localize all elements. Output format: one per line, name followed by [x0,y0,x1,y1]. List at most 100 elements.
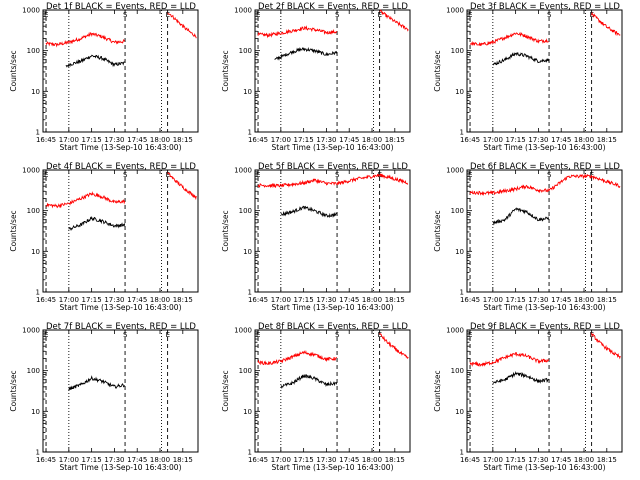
x-tick-label: 17:15 [506,456,526,464]
y-tick-label: 1000 [234,7,252,15]
x-tick-label: 16:45 [248,296,268,304]
x-tick-label: 18:15 [597,136,617,144]
time-marker-label: S [335,11,340,19]
x-tick-label: 18:00 [362,456,382,464]
y-tick-label: 10 [455,88,464,96]
x-tick-label: 18:00 [362,136,382,144]
y-tick-label: 10 [31,248,40,256]
x-axis-label: Start Time (13-Sep-10 16:43:00) [272,303,394,312]
chart-panel: Det 9f BLACK = Events, RED = LLD 1 10 100 10… [433,322,623,472]
y-tick-label: 1 [36,449,40,457]
chart-title: Det 2f BLACK = Events, RED = LLD [258,2,408,12]
lld-series-line [257,25,338,39]
x-tick-label: 17:00 [59,136,79,144]
x-tick-label: 18:00 [574,456,594,464]
events-series-line [492,371,549,384]
time-marker-label: S [123,171,128,179]
y-tick-label: 100 [451,47,464,55]
x-tick-label: 17:00 [483,296,503,304]
x-tick-label: 17:30 [316,296,336,304]
x-tick-label: 18:15 [173,136,193,144]
y-tick-label: 100 [27,47,40,55]
plot-frame [42,329,199,453]
events-series-line [492,207,550,226]
x-tick-label: 17:45 [551,136,571,144]
x-tick-label: 18:15 [385,456,405,464]
y-tick-label: 1 [248,449,252,457]
x-tick-label: 16:45 [36,296,56,304]
x-tick-label: 18:15 [173,456,193,464]
plot-frame [42,169,199,293]
events-series-line [65,54,125,68]
y-axis-label: Counts/sec [9,50,18,91]
chart-panel: Det 3f BLACK = Events, RED = LLD 1 10 100 10… [433,2,623,152]
x-tick-label: 17:15 [294,456,314,464]
lld-series-line [379,333,409,359]
x-tick-label: 16:45 [460,136,480,144]
chart-panel: Det 1f BLACK = Events, RED = LLD 1 10 100 10… [9,2,199,152]
x-tick-label: 17:30 [104,296,124,304]
time-marker-label: E [468,171,472,179]
x-tick-label: 17:30 [316,456,336,464]
time-marker-label: E [256,331,260,339]
x-tick-label: 18:00 [150,136,170,144]
x-tick-label: 17:00 [483,136,503,144]
chart-panel: Det 4f BLACK = Events, RED = LLD 1 10 100 10… [9,162,199,312]
y-tick-label: 1 [460,449,464,457]
time-marker-label: E [44,171,48,179]
chart-title: Det 9f BLACK = Events, RED = LLD [470,322,620,332]
y-tick-label: 100 [451,207,464,215]
y-tick-label: 1 [248,129,252,137]
chart-title: Det 3f BLACK = Events, RED = LLD [470,2,620,12]
time-marker-label: E [166,331,170,339]
y-axis-label: Counts/sec [221,370,230,411]
y-axis-label: Counts/sec [9,210,18,251]
lld-series-line [257,173,409,189]
chart-title: Det 1f BLACK = Events, RED = LLD [46,2,196,12]
lld-series-line [469,173,621,197]
time-marker-label: S [123,331,128,339]
x-tick-label: 17:45 [127,456,147,464]
time-marker-label: E [378,331,382,339]
chart-title: Det 5f BLACK = Events, RED = LLD [258,162,408,172]
time-marker-label: S [547,331,552,339]
x-tick-label: 17:15 [294,296,314,304]
x-tick-label: 17:30 [316,136,336,144]
y-axis-label: Counts/sec [9,370,18,411]
x-tick-label: 16:45 [248,136,268,144]
x-tick-label: 17:00 [483,456,503,464]
x-tick-label: 16:45 [36,136,56,144]
chart-panel: Det 8f BLACK = Events, RED = LLD 1 10 100 10… [221,322,411,472]
time-marker-label: E [256,171,260,179]
events-series-line [274,46,338,61]
x-tick-label: 17:00 [59,456,79,464]
x-tick-label: 17:15 [506,136,526,144]
lld-series-line [167,12,197,39]
x-tick-label: 18:15 [385,136,405,144]
time-marker-label: E [44,331,48,339]
y-tick-label: 1000 [234,167,252,175]
y-tick-label: 10 [243,88,252,96]
y-tick-label: 10 [31,88,40,96]
x-tick-label: 17:15 [82,136,102,144]
events-series-line [68,375,126,391]
x-tick-label: 17:30 [528,136,548,144]
chart-title: Det 6f BLACK = Events, RED = LLD [470,162,620,172]
time-marker-label: E [590,171,594,179]
y-tick-label: 1000 [22,167,40,175]
time-marker-label: E [44,11,48,19]
y-tick-label: 100 [27,367,40,375]
y-tick-label: 1000 [234,327,252,335]
events-series-line [280,374,338,390]
lld-series-line [45,31,126,48]
x-tick-label: 17:00 [271,136,291,144]
y-tick-label: 100 [27,207,40,215]
lld-series-line [469,31,549,47]
time-marker-label: S [547,11,552,19]
lld-series-line [379,9,409,32]
time-marker-label: S [335,171,340,179]
lld-series-line [591,332,621,360]
events-series-line [280,205,337,218]
y-tick-label: 1000 [22,7,40,15]
x-axis-label: Start Time (13-Sep-10 16:43:00) [60,303,182,312]
